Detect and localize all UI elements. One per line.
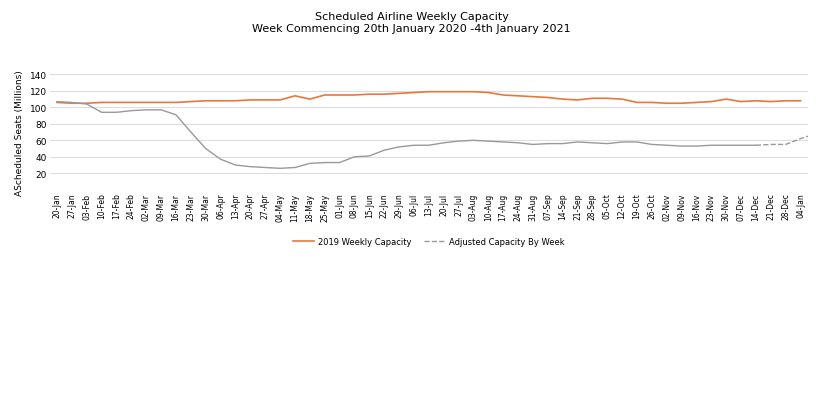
Adjusted Capacity By Week: [736, 143, 746, 148]
2019 Weekly Capacity: [305, 98, 314, 102]
Adjusted Capacity By Week: [320, 161, 330, 166]
2019 Weekly Capacity: [52, 101, 62, 106]
Adjusted Capacity By Week: [439, 141, 449, 146]
Adjusted Capacity By Week: [677, 144, 686, 149]
Adjusted Capacity By Week: [394, 145, 404, 150]
Adjusted Capacity By Week: [453, 139, 463, 144]
Adjusted Capacity By Week: [424, 143, 434, 148]
Adjusted Capacity By Week: [588, 141, 597, 146]
Adjusted Capacity By Week: [647, 143, 657, 147]
Legend: 2019 Weekly Capacity, Adjusted Capacity By Week: 2019 Weekly Capacity, Adjusted Capacity …: [290, 234, 568, 249]
Adjusted Capacity By Week: [365, 154, 374, 159]
Adjusted Capacity By Week: [260, 166, 270, 171]
2019 Weekly Capacity: [617, 98, 627, 102]
2019 Weekly Capacity: [290, 94, 300, 99]
2019 Weekly Capacity: [424, 90, 434, 95]
Adjusted Capacity By Week: [662, 143, 672, 148]
Adjusted Capacity By Week: [379, 148, 389, 153]
Adjusted Capacity By Week: [156, 108, 166, 113]
Y-axis label: AScheduled Seats (Millions): AScheduled Seats (Millions): [15, 70, 24, 196]
Adjusted Capacity By Week: [186, 130, 196, 135]
Adjusted Capacity By Week: [171, 113, 181, 118]
Adjusted Capacity By Week: [498, 140, 508, 145]
Adjusted Capacity By Week: [706, 143, 716, 148]
Adjusted Capacity By Week: [602, 142, 612, 147]
Adjusted Capacity By Week: [483, 139, 493, 144]
2019 Weekly Capacity: [573, 98, 583, 103]
Adjusted Capacity By Week: [751, 143, 761, 148]
Adjusted Capacity By Week: [691, 144, 701, 149]
Adjusted Capacity By Week: [409, 143, 419, 148]
Adjusted Capacity By Week: [617, 140, 627, 145]
Adjusted Capacity By Week: [112, 111, 122, 115]
Line: Adjusted Capacity By Week: Adjusted Capacity By Week: [57, 102, 756, 169]
Adjusted Capacity By Week: [127, 109, 137, 114]
Adjusted Capacity By Week: [201, 147, 211, 151]
Adjusted Capacity By Week: [721, 143, 731, 148]
Adjusted Capacity By Week: [96, 111, 106, 115]
Adjusted Capacity By Week: [245, 165, 255, 170]
2019 Weekly Capacity: [67, 102, 77, 107]
Adjusted Capacity By Week: [468, 139, 478, 143]
Adjusted Capacity By Week: [335, 161, 345, 166]
Adjusted Capacity By Week: [216, 158, 226, 162]
Adjusted Capacity By Week: [275, 166, 285, 171]
Adjusted Capacity By Week: [350, 155, 360, 160]
2019 Weekly Capacity: [796, 99, 806, 104]
2019 Weekly Capacity: [781, 99, 791, 104]
Adjusted Capacity By Week: [81, 102, 91, 107]
Adjusted Capacity By Week: [305, 162, 314, 166]
Adjusted Capacity By Week: [52, 100, 62, 105]
Adjusted Capacity By Week: [528, 143, 537, 147]
Adjusted Capacity By Week: [558, 142, 568, 147]
Adjusted Capacity By Week: [632, 140, 642, 145]
Adjusted Capacity By Week: [543, 142, 553, 147]
Adjusted Capacity By Week: [67, 101, 77, 106]
Adjusted Capacity By Week: [230, 163, 240, 168]
Adjusted Capacity By Week: [290, 166, 300, 171]
Adjusted Capacity By Week: [513, 141, 523, 146]
Adjusted Capacity By Week: [142, 108, 151, 113]
Adjusted Capacity By Week: [573, 140, 583, 145]
Text: Scheduled Airline Weekly Capacity
Week Commencing 20th January 2020 -4th January: Scheduled Airline Weekly Capacity Week C…: [252, 12, 571, 34]
Line: 2019 Weekly Capacity: 2019 Weekly Capacity: [57, 92, 801, 104]
2019 Weekly Capacity: [230, 99, 240, 104]
